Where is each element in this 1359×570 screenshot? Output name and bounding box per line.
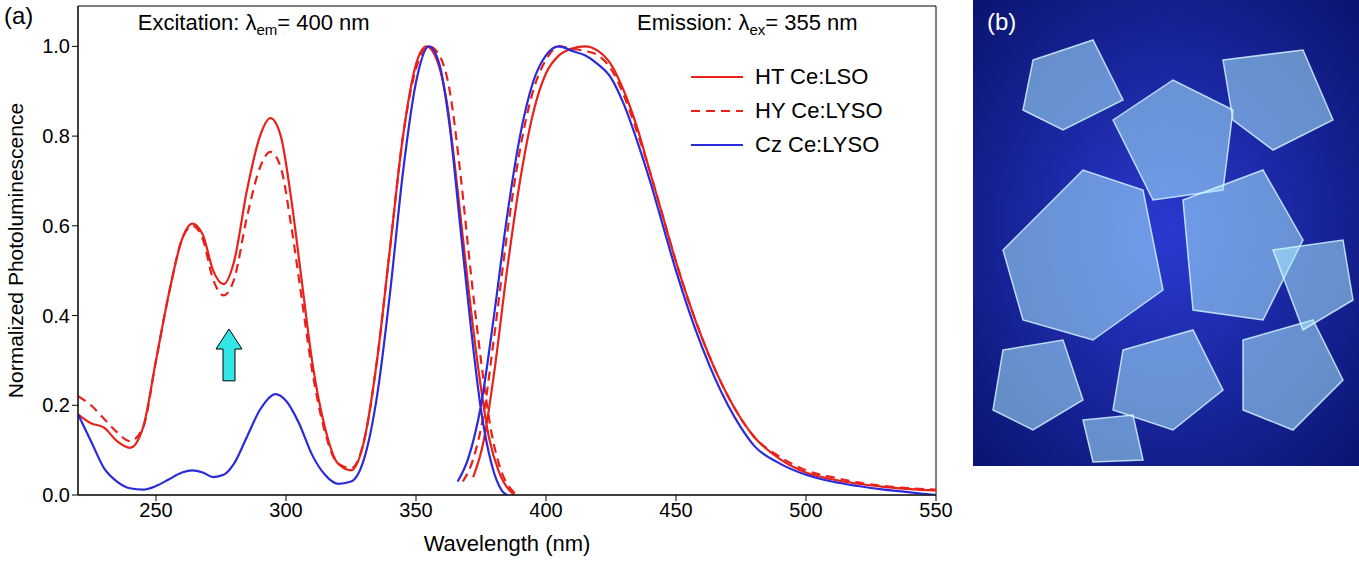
svg-text:0.6: 0.6 — [42, 215, 70, 237]
svg-text:0.0: 0.0 — [42, 484, 70, 506]
html-text:(b): (b) — [987, 8, 1017, 35]
html-text:HY Ce:LYSO: HY Ce:LYSO — [755, 97, 883, 123]
html-text:Emission: λex= 355 nm: Emission: λex= 355 nm — [637, 10, 858, 39]
svg-text:300: 300 — [269, 499, 302, 521]
svg-text:0.4: 0.4 — [42, 305, 70, 327]
svg-text:400: 400 — [529, 499, 562, 521]
html-text:HT Ce:LSO: HT Ce:LSO — [755, 63, 869, 89]
svg-text:550: 550 — [919, 499, 952, 521]
html-text:(a): (a) — [4, 2, 34, 29]
svg-text:250: 250 — [139, 499, 172, 521]
svg-text:350: 350 — [399, 499, 432, 521]
html-text:Cz Ce:LYSO: Cz Ce:LYSO — [755, 131, 880, 157]
svg-text:1.0: 1.0 — [42, 35, 70, 57]
svg-text:Normalized Photoluminescence: Normalized Photoluminescence — [4, 103, 27, 398]
svg-text:0.2: 0.2 — [42, 394, 70, 416]
svg-text:500: 500 — [789, 499, 822, 521]
svg-text:0.8: 0.8 — [42, 125, 70, 147]
html-text:Excitation: λem= 400 nm: Excitation: λem= 400 nm — [137, 10, 370, 39]
svg-text:Wavelength (nm): Wavelength (nm) — [424, 531, 591, 556]
svg-text:450: 450 — [659, 499, 692, 521]
